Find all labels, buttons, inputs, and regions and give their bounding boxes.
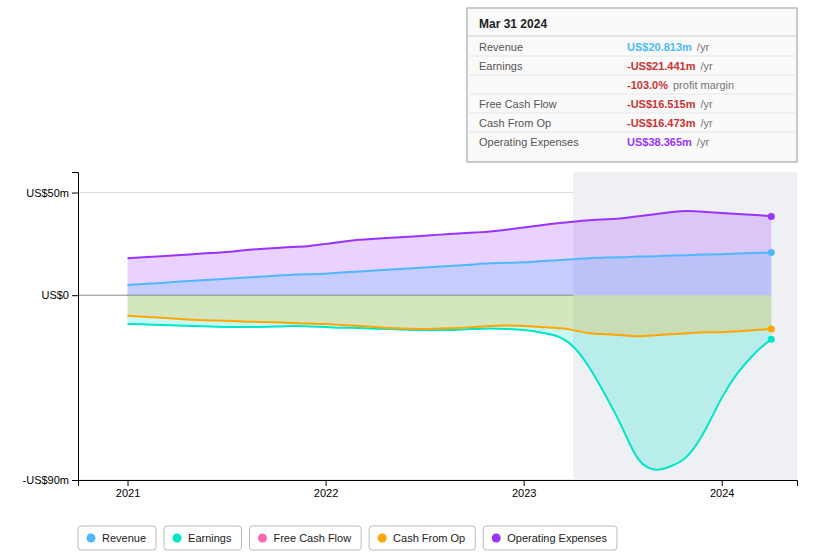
x-axis: 2021 2022 2023 2024 [79, 480, 798, 499]
divider [467, 113, 797, 114]
legend-box [249, 526, 361, 550]
annotation-label: Free Cash Flow [479, 98, 557, 110]
y-tick: US$0 [41, 289, 78, 301]
x-tick: 2024 [710, 480, 734, 499]
legend-label: Free Cash Flow [273, 532, 351, 544]
x-tick: 2023 [512, 480, 536, 499]
y-axis: US$50m US$0 -US$90m [23, 173, 79, 487]
tick-mark [72, 480, 78, 481]
legend-swatch [492, 534, 501, 543]
x-tick-label: 2023 [512, 487, 536, 499]
annotation-label: Revenue [479, 41, 523, 53]
x-tick: 2021 [116, 480, 140, 499]
legend-box [164, 526, 241, 550]
divider [467, 75, 797, 76]
annotation-box: Mar 31 2024 Revenue US$20.813m/yr Earnings -… [467, 8, 797, 162]
tick-mark [524, 480, 525, 486]
legend-swatch [378, 534, 387, 543]
tick-mark [128, 480, 129, 486]
end-dot [768, 249, 775, 256]
chart-container: 2021 2022 2023 2024 US$50m US$0 -US$90m Mar 31 … [0, 0, 821, 560]
legend-box [78, 526, 156, 550]
legend-item: Operating Expenses [483, 526, 617, 550]
grid [78, 193, 797, 480]
legend-swatch [87, 534, 96, 543]
annotation-suffix: /yr [701, 60, 714, 72]
axis-line [79, 481, 798, 487]
line [128, 211, 772, 258]
annotation-suffix: /yr [701, 117, 714, 129]
end-dot [768, 336, 775, 343]
annotation-suffix: /yr [697, 136, 710, 148]
tick-mark [72, 193, 78, 194]
legend-item: Earnings [164, 526, 241, 550]
line [128, 316, 772, 337]
legend-swatch [173, 534, 182, 543]
x-tick-label: 2021 [116, 487, 140, 499]
annotation-value: -103.0% [627, 79, 668, 91]
legend-box [483, 526, 617, 550]
legend-label: Earnings [188, 532, 232, 544]
end-dot [768, 326, 775, 333]
divider [467, 94, 797, 95]
line [128, 324, 772, 470]
divider [467, 36, 797, 37]
legend-swatch [258, 534, 267, 543]
y-tick-label: US$50m [26, 187, 69, 199]
y-tick: US$50m [26, 187, 78, 199]
legend-label: Operating Expenses [507, 532, 607, 544]
annotation-value: -US$21.441m [627, 60, 696, 72]
y-tick-label: US$0 [41, 289, 69, 301]
legend: Revenue Earnings Free Cash Flow Cash From O… [78, 526, 617, 550]
annotation-suffix: /yr [697, 41, 710, 53]
axis-line [72, 173, 79, 481]
legend-box [369, 526, 475, 550]
area [128, 295, 772, 470]
line [128, 252, 772, 284]
tick-mark [722, 480, 723, 486]
annotation-label: Operating Expenses [479, 136, 579, 148]
legend-label: Revenue [102, 532, 146, 544]
legend-item: Cash From Op [369, 526, 475, 550]
annotation-frame [467, 8, 797, 162]
legend-item: Revenue [78, 526, 156, 550]
divider [467, 56, 797, 57]
tick-mark [326, 480, 327, 486]
x-tick-label: 2022 [314, 487, 338, 499]
y-tick-label: -US$90m [23, 474, 69, 486]
divider [467, 132, 797, 133]
legend-item: Free Cash Flow [249, 526, 361, 550]
annotation-suffix: profit margin [673, 79, 734, 91]
annotation-value: -US$16.473m [627, 117, 696, 129]
annotation-value: US$38.365m [627, 136, 692, 148]
plot-marks [128, 172, 797, 480]
annotation-value: US$20.813m [627, 41, 692, 53]
annotation-suffix: /yr [701, 98, 714, 110]
tick-mark [72, 295, 78, 296]
x-tick-label: 2024 [710, 487, 734, 499]
area [128, 252, 772, 295]
area [128, 211, 772, 295]
x-tick: 2022 [314, 480, 338, 499]
annotation-title: Mar 31 2024 [479, 17, 547, 31]
annotation-label: Cash From Op [479, 117, 551, 129]
end-dot [768, 213, 775, 220]
annotation-value: -US$16.515m [627, 98, 696, 110]
chart-svg: 2021 2022 2023 2024 US$50m US$0 -US$90m Mar 31 … [0, 0, 821, 560]
annotation-label: Earnings [479, 60, 523, 72]
y-tick: -US$90m [23, 474, 78, 486]
legend-label: Cash From Op [393, 532, 465, 544]
